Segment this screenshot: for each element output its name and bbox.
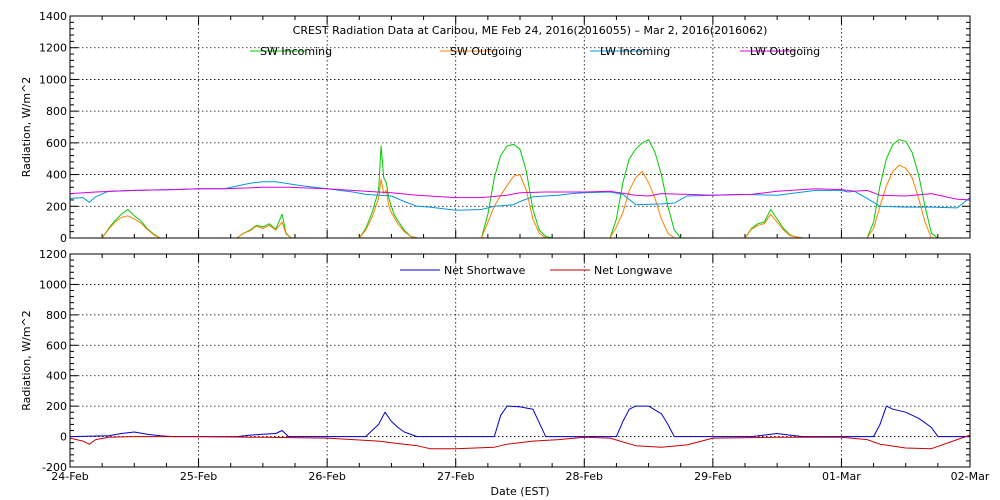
series-line-sw-outgoing (70, 164, 970, 239)
y-tick-label: -200 (42, 461, 67, 474)
y-tick-label: 400 (46, 370, 67, 383)
grid-lines (70, 254, 970, 467)
plot-frame (69, 15, 971, 239)
x-tick-label: 02-Mar (951, 470, 990, 483)
grid-lines (70, 16, 970, 238)
x-tick-label: 27-Feb (437, 470, 474, 483)
legend-label: LW Incoming (600, 45, 670, 58)
x-tick-label: 26-Feb (308, 470, 345, 483)
series-line-net-longwave (69, 434, 971, 450)
y-tick-label: 0 (60, 431, 67, 444)
series-line-lw-outgoing (69, 186, 971, 201)
y-tick-label: 1000 (39, 73, 67, 86)
chart-title: CREST Radiation Data at Caribou, ME Feb … (293, 24, 768, 37)
y-axis-label: Radiation, W/m^2 (20, 77, 33, 178)
legend-label: SW Outgoing (450, 45, 522, 58)
bottom-panel: -200 0 200 400 600 800 1000 1200 Radiation, W/m^… (20, 248, 990, 498)
y-axis-label: Radiation, W/m^2 (20, 310, 33, 411)
y-tick-label: 1200 (39, 42, 67, 55)
top-panel: 0 200 400 600 800 1000 1200 1400 Radiation, W/m^… (20, 10, 971, 245)
y-tick-label: 200 (46, 200, 67, 213)
y-tick-label: 200 (46, 400, 67, 413)
x-tick-label: 25-Feb (180, 470, 217, 483)
y-tick-label: 600 (46, 339, 67, 352)
y-tick-label: 1200 (39, 248, 67, 261)
x-tick-label: 28-Feb (566, 470, 603, 483)
x-tick-label: 01-Mar (822, 470, 861, 483)
y-tick-label: 600 (46, 137, 67, 150)
legend: SW Incoming SW Outgoing LW Incoming LW Outg… (250, 45, 820, 58)
plot-frame (69, 253, 971, 468)
y-tick-label: 400 (46, 169, 67, 182)
legend-label: SW Incoming (260, 45, 332, 58)
x-tick-label: 29-Feb (694, 470, 731, 483)
y-tick-label: 1000 (39, 278, 67, 291)
y-tick-label: 800 (46, 105, 67, 118)
legend-label: LW Outgoing (750, 45, 820, 58)
legend-label: Net Shortwave (444, 264, 526, 277)
series-line-net-shortwave (69, 405, 970, 438)
x-axis-label: Date (EST) (490, 485, 549, 498)
y-tick-label: 1400 (39, 10, 67, 23)
legend-label: Net Longwave (594, 264, 673, 277)
legend: Net Shortwave Net Longwave (400, 264, 673, 277)
y-tick-label: 800 (46, 309, 67, 322)
y-tick-label: 0 (60, 232, 67, 245)
x-tick-label: 24-Feb (51, 470, 88, 483)
